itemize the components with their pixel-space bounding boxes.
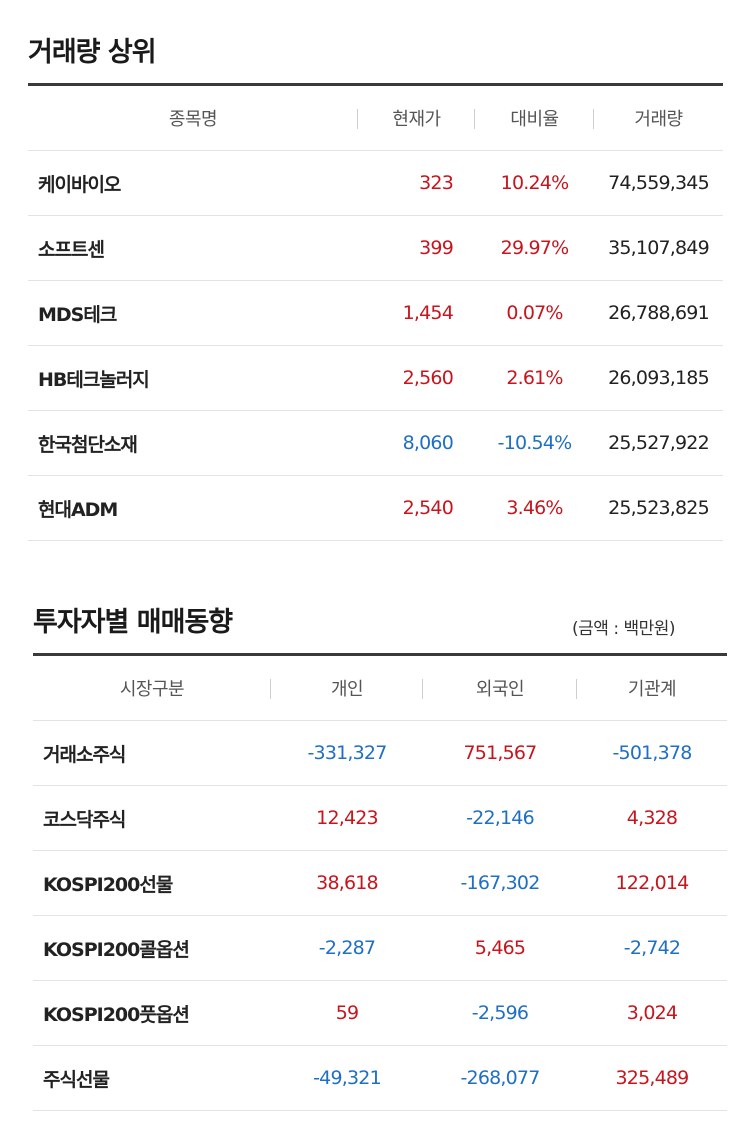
change-rate: 2.61%	[506, 367, 563, 389]
stock-name-link[interactable]: 한국첨단소재	[38, 433, 138, 456]
foreign-value: 751,567	[463, 742, 538, 764]
trade-volume: 74,559,345	[608, 172, 710, 194]
market-name: KOSPI200선물	[43, 873, 173, 896]
trade-volume: 35,107,849	[608, 237, 710, 259]
table-row[interactable]: HB테크놀러지 2,560 2.61% 26,093,185	[28, 345, 723, 411]
header-current-price: 현재가	[358, 85, 475, 151]
stock-name-link[interactable]: HB테크놀러지	[38, 368, 150, 391]
foreign-value: -167,302	[460, 872, 540, 894]
table-row: KOSPI200선물 38,618 -167,302 122,014	[33, 850, 727, 916]
individual-value: 38,618	[316, 872, 378, 894]
foreign-value: -268,077	[460, 1067, 540, 1089]
trade-volume: 25,523,825	[608, 497, 710, 519]
current-price: 399	[419, 237, 454, 259]
current-price: 1,454	[402, 302, 454, 324]
individual-value: -2,287	[318, 937, 376, 959]
investor-trend-header-row: 시장구분 개인 외국인 기관계	[33, 655, 727, 721]
stock-name-link[interactable]: 케이바이오	[38, 173, 121, 196]
individual-value: 59	[335, 1002, 359, 1024]
table-row[interactable]: 케이바이오 323 10.24% 74,559,345	[28, 150, 723, 216]
header-institution: 기관계	[627, 679, 677, 700]
stock-name-link[interactable]: 현대ADM	[38, 498, 118, 521]
individual-value: -49,321	[313, 1067, 382, 1089]
investor-trend-title: 투자자별 매매동향	[33, 607, 233, 638]
volume-top-title: 거래량 상위	[28, 37, 157, 68]
foreign-value: 5,465	[474, 937, 526, 959]
change-rate: -10.54%	[497, 432, 573, 454]
market-name: KOSPI200풋옵션	[43, 1003, 190, 1026]
change-rate: 10.24%	[500, 172, 569, 194]
foreign-value: -2,596	[471, 1002, 529, 1024]
table-row: 거래소주식 -331,327 751,567 -501,378	[33, 720, 727, 786]
current-price: 323	[419, 172, 454, 194]
institution-value: 325,489	[615, 1067, 690, 1089]
market-name: 주식선물	[43, 1068, 110, 1091]
current-price: 2,540	[402, 497, 454, 519]
trade-volume: 25,527,922	[608, 432, 710, 454]
investor-trend-table: 시장구분 개인 외국인 기관계 거래소주식 -331,327 751,567 -501…	[33, 653, 727, 1111]
stock-name-link[interactable]: MDS테크	[38, 303, 117, 326]
unit-note: (금액 : 백만원)	[572, 619, 676, 639]
institution-value: 4,328	[626, 807, 678, 829]
table-row[interactable]: 한국첨단소재 8,060 -10.54% 25,527,922	[28, 410, 723, 476]
stock-name-link[interactable]: 소프트센	[38, 238, 105, 261]
header-stock-name: 종목명	[28, 85, 358, 151]
change-rate: 0.07%	[506, 302, 563, 324]
change-rate: 29.97%	[500, 237, 569, 259]
header-change-rate: 대비율	[475, 85, 594, 151]
table-row[interactable]: 현대ADM 2,540 3.46% 25,523,825	[28, 475, 723, 541]
market-name: 거래소주식	[43, 743, 126, 766]
header-market: 시장구분	[33, 655, 271, 721]
market-name: 코스닥주식	[43, 808, 126, 831]
trade-volume: 26,788,691	[608, 302, 710, 324]
institution-value: 3,024	[626, 1002, 678, 1024]
institution-value: 122,014	[615, 872, 690, 894]
current-price: 8,060	[402, 432, 454, 454]
institution-value: -501,378	[612, 742, 692, 764]
market-name: KOSPI200콜옵션	[43, 938, 190, 961]
table-row: 주식선물 -49,321 -268,077 325,489	[33, 1045, 727, 1111]
trade-volume: 26,093,185	[608, 367, 710, 389]
table-row[interactable]: MDS테크 1,454 0.07% 26,788,691	[28, 280, 723, 346]
volume-top-table: 종목명 현재가 대비율 거래량 케이바이오 323 10.24% 74,559,345…	[28, 83, 723, 541]
current-price: 2,560	[402, 367, 454, 389]
table-row: KOSPI200풋옵션 59 -2,596 3,024	[33, 980, 727, 1046]
foreign-value: -22,146	[466, 807, 535, 829]
change-rate: 3.46%	[506, 497, 563, 519]
individual-value: 12,423	[316, 807, 378, 829]
volume-top-header-row: 종목명 현재가 대비율 거래량	[28, 85, 723, 151]
header-individual: 개인	[271, 655, 423, 721]
table-row: 코스닥주식 12,423 -22,146 4,328	[33, 785, 727, 851]
institution-value: -2,742	[623, 937, 681, 959]
header-volume: 거래량	[634, 109, 683, 130]
individual-value: -331,327	[307, 742, 387, 764]
header-foreign: 외국인	[423, 655, 577, 721]
table-row[interactable]: 소프트센 399 29.97% 35,107,849	[28, 215, 723, 281]
table-row: KOSPI200콜옵션 -2,287 5,465 -2,742	[33, 915, 727, 981]
